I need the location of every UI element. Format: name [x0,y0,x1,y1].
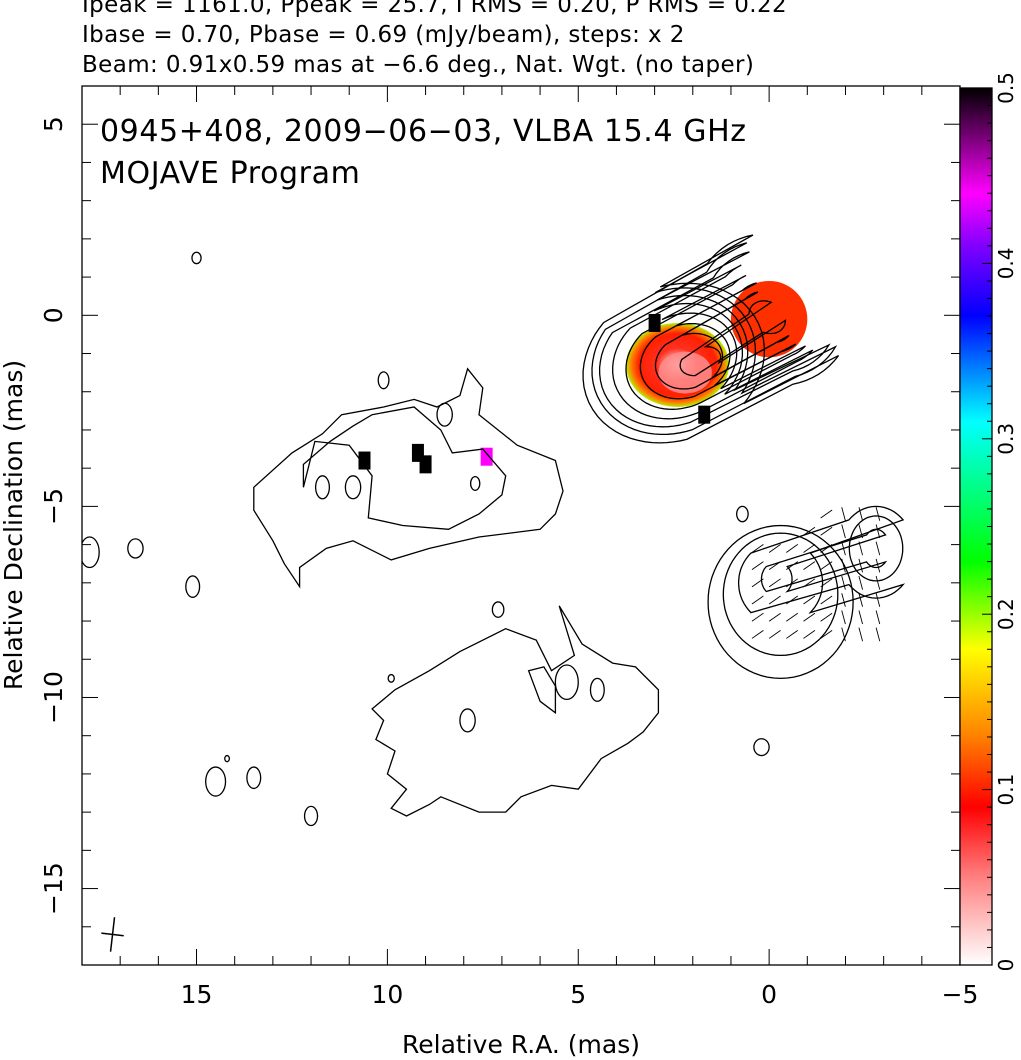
core-contour [582,234,840,444]
x-tick-label: −5 [942,980,979,1009]
jet-contour-upper-inner [302,406,507,530]
plot-frame [81,85,961,966]
polarization-pixel [358,451,371,470]
contour-island [736,505,749,523]
polarization-pixel [419,455,432,474]
contour-island [344,475,362,500]
contour-island [377,371,390,390]
y-axis-label: Relative Declination (mas) [0,360,28,690]
header-line-1: Ipeak = 1161.0, Ppeak = 25.7, I RMS = 0.… [82,0,788,18]
tick-labels: 15 10 5 0 −5 5 0 −5 −10 −15 [39,116,978,1009]
polarization-blob [730,280,808,358]
y-tick-label: −5 [39,488,68,525]
polarization-layer [358,280,808,474]
contour-island [224,754,231,763]
contour-island [589,677,605,702]
core-contour [612,264,814,420]
axis-ticks [81,85,961,966]
x-axis-label: Relative R.A. (mas) [402,1030,640,1059]
contour-island [436,402,453,427]
x-tick-label: 10 [371,980,403,1009]
colorbar: 0 0.1 0.2 0.3 0.4 0.5 [959,72,1018,972]
colorbar-tick-label: 0.1 [994,774,1018,806]
jet-contour-upper [253,367,564,589]
contour-island [469,475,481,491]
contour-island [303,805,319,827]
y-tick-label: 5 [39,116,68,132]
contour-island [753,738,770,757]
colorbar-tick-label: 0.5 [994,72,1018,104]
southeast-contour [760,528,888,593]
core-contour [591,242,838,436]
jet-contour-lower [371,605,660,817]
contour-island [127,538,144,559]
southeast-contour [722,532,839,657]
core-contour [654,291,790,390]
contour-island [314,475,331,500]
y-tick-label: 0 [39,307,68,323]
contour-island [459,708,476,733]
x-tick-label: 15 [181,980,213,1009]
colorbar-tick-label: 0.2 [994,598,1018,630]
beam-minor-axis [101,932,124,937]
header-line-2: Ibase = 0.70, Pbase = 0.69 (mJy/beam), s… [82,22,685,48]
x-tick-label: 0 [761,980,777,1009]
polarization-pixel [480,447,493,466]
contour-island [387,673,395,683]
contour-island [205,766,227,797]
contour-island [82,536,100,569]
contour-island [554,664,579,701]
chart-title: 0945+408, 2009−06−03, VLBA 15.4 GHz [100,114,747,149]
contour-island [191,251,202,265]
y-tick-label: −15 [39,862,68,915]
contour-island [491,601,505,618]
southeast-contour [737,505,906,614]
contour-island [185,575,201,598]
core-contour [639,282,797,400]
chart-subtitle: MOJAVE Program [100,156,360,191]
colorbar-tick-label: 0 [994,959,1018,972]
y-tick-label: −10 [39,671,68,724]
axes-frame [81,85,961,966]
core-contour [625,274,806,410]
colorbar-tick-label: 0.3 [994,423,1018,455]
southeast-contour [707,524,854,680]
core-contour [598,251,831,428]
header-line-3: Beam: 0.91x0.59 mas at −6.6 deg., Nat. W… [82,52,755,78]
polarization-pixel [648,313,661,332]
beam-marker [101,917,124,952]
core-contour [679,300,787,377]
colorbar-scale [959,87,993,966]
evpa-vectors [751,507,881,642]
x-tick-label: 5 [570,980,586,1009]
contour-island [246,766,262,790]
colorbar-tick-label: 0.4 [994,247,1018,279]
contour-layer [82,234,906,827]
southeast-contour [848,515,904,582]
jet-contour-lower-inner [527,666,557,715]
